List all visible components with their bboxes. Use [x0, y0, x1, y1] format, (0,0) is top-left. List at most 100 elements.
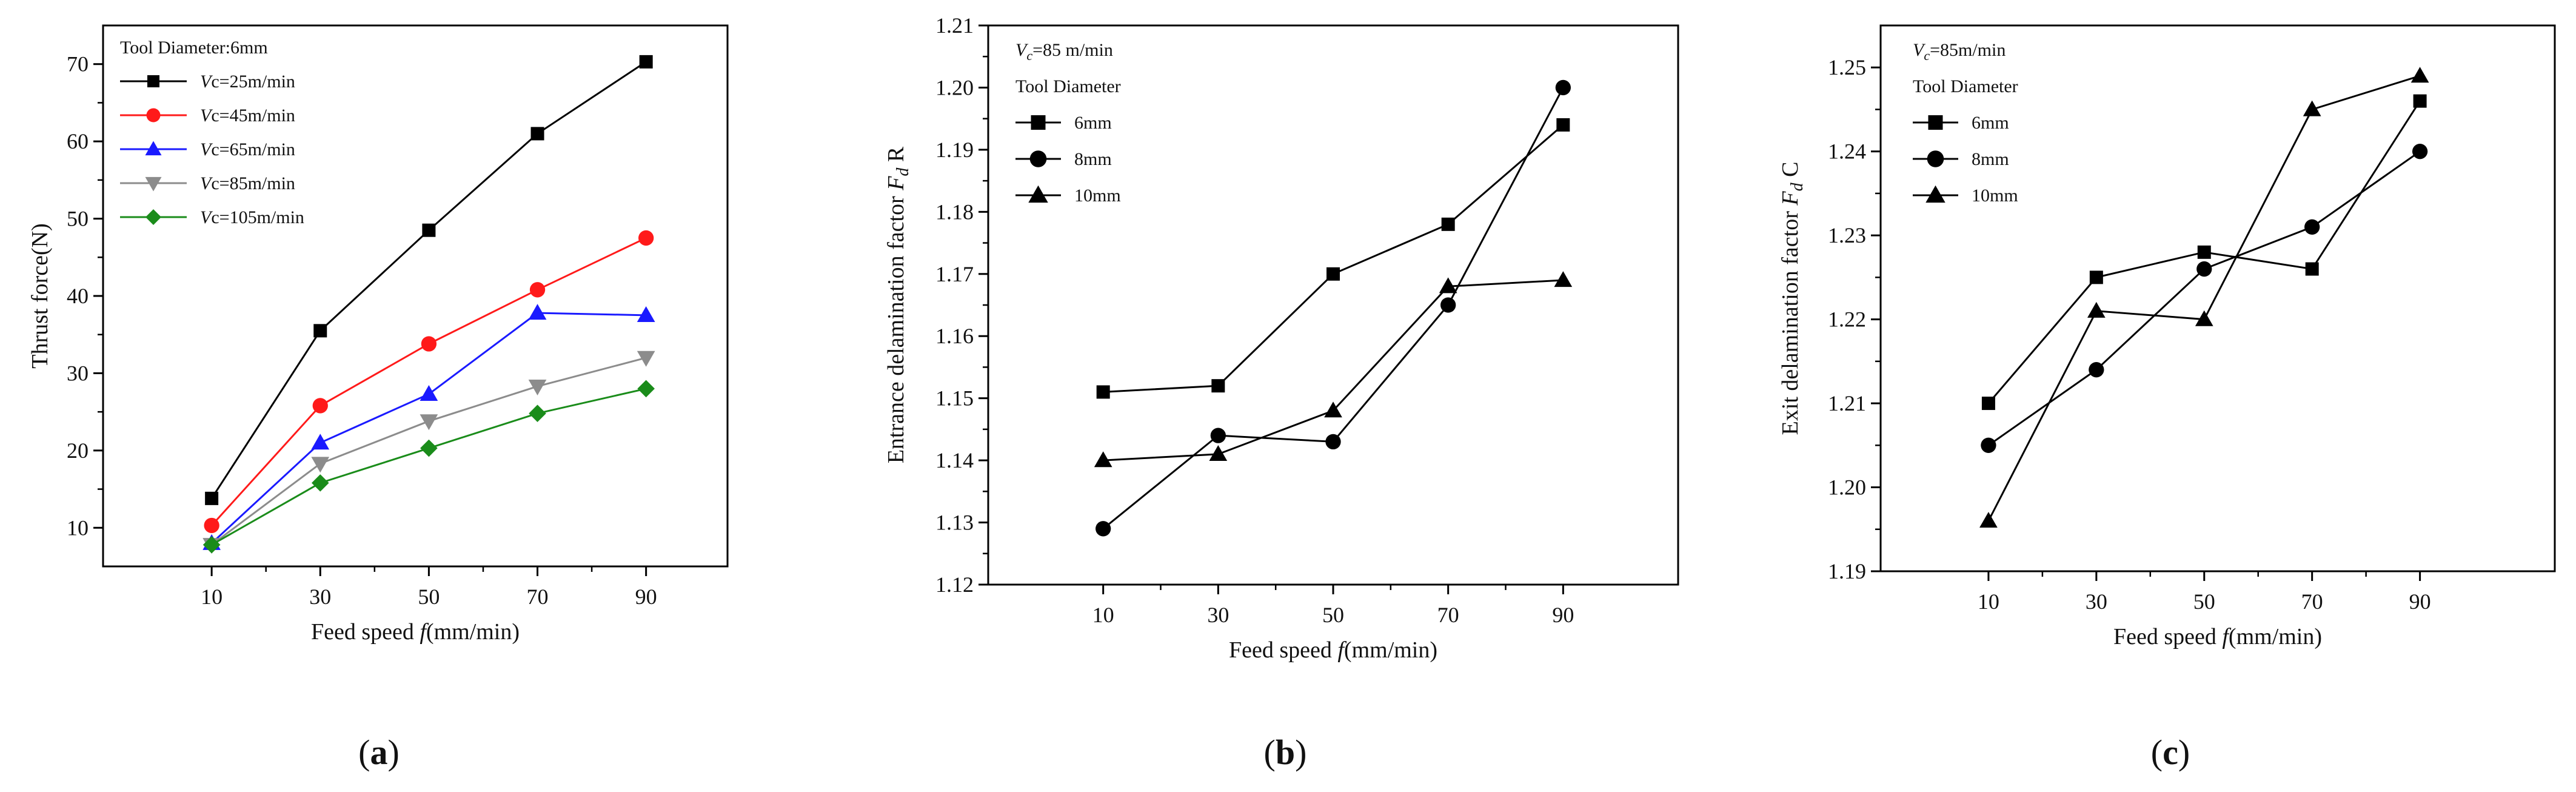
y-tick-label: 1.21 — [935, 13, 974, 38]
condition-annotation: Vc=85m/min — [1913, 40, 2006, 63]
legend-text: 10mm — [1972, 186, 2018, 206]
y-tick-label: 50 — [67, 207, 89, 231]
series-line-2 — [1987, 75, 2421, 522]
data-point-s0-p0 — [205, 491, 219, 505]
data-point-s0-p1 — [2089, 270, 2103, 284]
legend-label-1: Vc=45m/min — [200, 106, 295, 126]
data-point-s0-p4 — [2413, 94, 2427, 108]
caption-paren: ) — [388, 733, 400, 772]
legend-marker-0 — [1928, 115, 1943, 130]
x-axis-label: Feed speed f(mm/min) — [1229, 637, 1437, 663]
data-point-s1-p2 — [2196, 261, 2212, 277]
y-tick-label: 1.15 — [935, 386, 974, 411]
x-tick-label: 10 — [1978, 589, 1999, 614]
data-point-s2-p2 — [420, 384, 438, 401]
series-line-0 — [210, 61, 647, 499]
x-axis-label-text: Feed speed — [2113, 624, 2222, 649]
series-line-0 — [1103, 124, 1564, 393]
y-tick-label: 1.19 — [935, 138, 974, 162]
data-point-s2-p1 — [2087, 301, 2106, 318]
caption-letter: c — [2163, 733, 2178, 772]
y-tick-label: 1.14 — [935, 448, 974, 472]
data-point-s4-p2 — [420, 439, 438, 457]
data-point-s1-p4 — [1555, 79, 1571, 96]
y-axis-label-text: Thrust force(N) — [27, 223, 53, 369]
y-tick-label: 60 — [67, 129, 89, 153]
data-point-s3-p3 — [528, 379, 547, 395]
plot-frame — [987, 24, 1679, 586]
data-point-s2-p3 — [2303, 100, 2321, 116]
data-point-s1-p2 — [1325, 434, 1341, 450]
data-point-s0-p0 — [1981, 397, 1995, 411]
data-point-s4-p3 — [529, 404, 546, 422]
legend-marker-0 — [147, 75, 159, 87]
plot-frame — [102, 24, 729, 568]
y-tick-label: 1.17 — [935, 262, 974, 286]
data-point-s0-p2 — [2197, 245, 2211, 259]
chart-panel-b: 10 30 50 70 90 1.12 1.13 1.14 1.15 1.16 1.17 1.18 1.… — [883, 13, 1679, 772]
x-axis-label-unit: (mm/min) — [426, 619, 520, 645]
data-point-s1-p0 — [1981, 437, 1996, 453]
y-axis-label-symbol: F — [883, 176, 909, 191]
data-point-s2-p4 — [637, 306, 655, 322]
annotation-text: =85m/min — [1930, 40, 2006, 60]
x-tick-label: 50 — [418, 585, 440, 609]
annotation-subscript: c — [1026, 48, 1032, 63]
data-point-s0-p3 — [530, 127, 544, 141]
x-tick-label: 90 — [1552, 603, 1574, 627]
legend-label-4: Vc=105m/min — [200, 207, 304, 227]
y-tick-label: 1.12 — [935, 572, 974, 597]
data-point-s1-p3 — [529, 282, 546, 298]
data-point-s1-p0 — [204, 517, 219, 534]
x-tick-label: 30 — [2086, 589, 2107, 614]
legend-marker-0 — [1031, 115, 1046, 130]
data-point-s2-p2 — [2195, 310, 2213, 326]
data-point-s1-p2 — [421, 336, 437, 352]
legend-text: c=105m/min — [211, 207, 304, 227]
y-axis-label-subscript: d — [1788, 182, 1807, 191]
data-point-s2-p2 — [1324, 401, 1342, 418]
legend-label-2: 10mm — [1972, 186, 2018, 206]
caption-paren: ( — [2151, 733, 2163, 772]
x-axis-label-text: Feed speed — [1229, 637, 1337, 663]
x-tick-label: 70 — [527, 585, 549, 609]
y-tick-label: 10 — [67, 515, 89, 540]
y-axis-label-subscript: d — [894, 167, 912, 176]
y-tick-label: 1.21 — [1828, 391, 1866, 415]
legend-text: 10mm — [1074, 186, 1121, 206]
legend-marker-2 — [1925, 185, 1945, 203]
panel-caption: (a) — [358, 733, 400, 772]
legend-symbol: V — [200, 72, 213, 92]
caption-paren: ) — [2178, 733, 2190, 772]
legend-text: c=65m/min — [211, 139, 295, 159]
legend-marker-4 — [146, 209, 161, 225]
data-point-s0-p3 — [2305, 262, 2319, 276]
x-tick-label: 90 — [2409, 589, 2431, 614]
data-point-s2-p0 — [1979, 512, 1998, 528]
data-point-s2-p4 — [1554, 271, 1573, 287]
legend-title: Tool Diameter:6mm — [120, 38, 268, 58]
data-point-s0-p1 — [313, 324, 327, 338]
legend-text: 8mm — [1074, 149, 1112, 169]
annotation-symbol: V — [1913, 40, 1926, 60]
legend-text: c=45m/min — [211, 106, 295, 126]
legend-label-0: 6mm — [1074, 113, 1112, 133]
y-tick-label: 1.24 — [1828, 139, 1866, 164]
legend-text: 6mm — [1972, 113, 2009, 133]
annotation-symbol: V — [1015, 40, 1029, 60]
data-point-s4-p4 — [637, 380, 655, 398]
data-point-s0-p3 — [1441, 217, 1455, 231]
data-point-s1-p3 — [1440, 297, 1456, 313]
x-axis-label-unit: (mm/min) — [2229, 624, 2322, 649]
legend-marker-2 — [1028, 185, 1048, 203]
panel-caption: (c) — [2151, 733, 2190, 772]
data-point-s1-p1 — [2089, 362, 2104, 378]
x-axis-label: Feed speed f(mm/min) — [311, 619, 520, 645]
legend-marker-1 — [146, 108, 161, 122]
y-axis-label-symbol: F — [1778, 191, 1803, 206]
legend-label-3: Vc=85m/min — [200, 173, 295, 193]
annotation-text: =85 m/min — [1032, 40, 1113, 60]
x-axis-label-text: Feed speed — [311, 619, 420, 645]
series-line-2 — [1103, 279, 1564, 461]
caption-letter: b — [1276, 733, 1295, 772]
